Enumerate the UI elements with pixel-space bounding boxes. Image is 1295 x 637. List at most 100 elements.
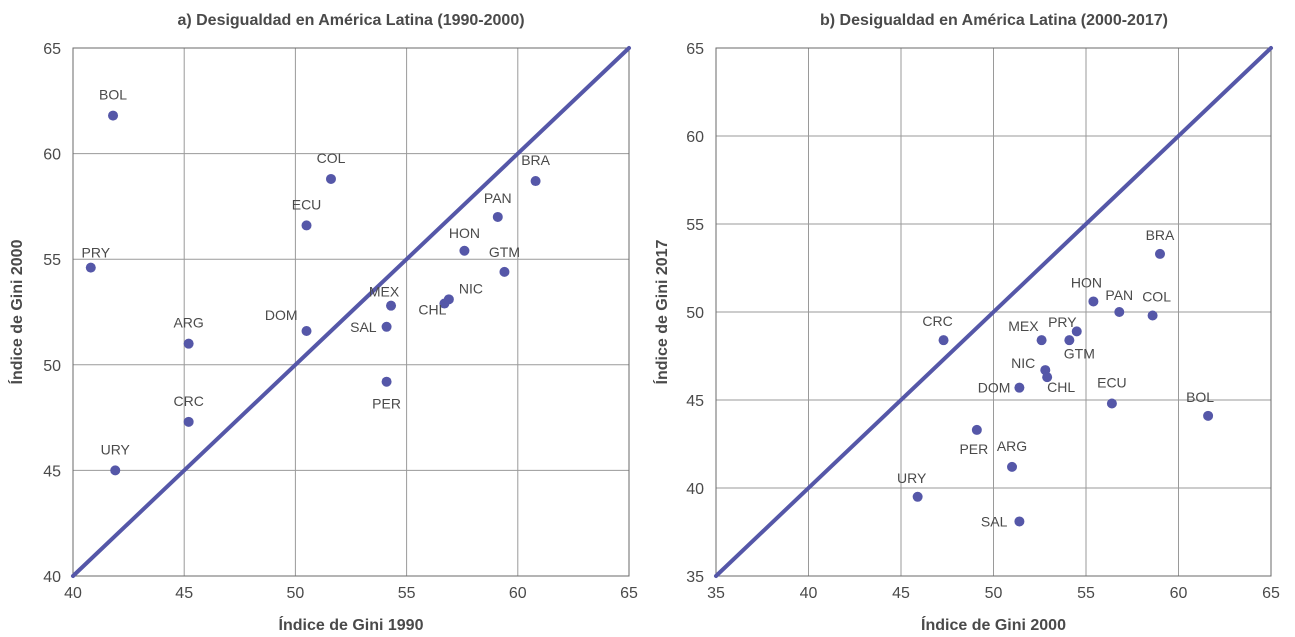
point-label-bra: BRA (1146, 227, 1175, 243)
chart-panel-a: a) Desigualdad en América Latina (1990-2… (7, 12, 638, 634)
y-tick-label: 60 (686, 129, 704, 146)
point-label-sal: SAL (981, 513, 1008, 529)
chart-title: b) Desigualdad en América Latina (2000-2… (820, 12, 1168, 29)
data-point-gtm (1071, 326, 1082, 337)
point-label-mex: MEX (1008, 318, 1039, 334)
point-label-nic: NIC (459, 280, 483, 296)
data-point-gtm (499, 266, 510, 277)
diagonal-line (71, 46, 631, 578)
point-label-ury: URY (897, 470, 927, 486)
point-label-gtm: GTM (489, 244, 520, 260)
x-tick-label: 40 (64, 585, 82, 602)
y-tick-label: 50 (43, 358, 61, 375)
y-tick-label: 45 (43, 463, 61, 480)
data-point-pry (85, 262, 96, 273)
x-tick-label: 40 (800, 585, 818, 602)
plot-frame (715, 47, 1272, 577)
x-tick-label: 55 (1077, 585, 1095, 602)
data-point-sal (1014, 516, 1025, 527)
x-tick-label: 50 (985, 585, 1003, 602)
point-label-sal: SAL (350, 319, 377, 335)
y-tick-label: 60 (43, 147, 61, 164)
x-tick-label: 50 (287, 585, 305, 602)
data-point-dom (1014, 382, 1025, 393)
data-point-crc (938, 335, 949, 346)
chart-panel-b: b) Desigualdad en América Latina (2000-2… (652, 12, 1280, 634)
x-tick-label: 60 (509, 585, 527, 602)
point-label-nic: NIC (1011, 355, 1035, 371)
y-axis-label: Índice de Gini 2000 (7, 239, 26, 384)
y-tick-label: 45 (686, 393, 704, 410)
x-axis-label: Índice de Gini 1990 (279, 615, 424, 634)
point-label-col: COL (317, 150, 346, 166)
plot-frame (72, 47, 630, 577)
point-label-hon: HON (449, 225, 480, 241)
data-point-mex (386, 300, 397, 311)
x-tick-label: 60 (1170, 585, 1188, 602)
x-tick-label: 45 (175, 585, 193, 602)
x-axis-label: Índice de Gini 2000 (921, 615, 1066, 634)
y-axis-label: Índice de Gini 2017 (652, 239, 671, 384)
data-point-chl (1042, 372, 1053, 383)
y-tick-label: 40 (43, 569, 61, 586)
point-label-bol: BOL (1186, 389, 1214, 405)
point-label-bra: BRA (521, 152, 550, 168)
point-label-mex: MEX (369, 284, 400, 300)
data-point-sal (381, 321, 392, 332)
data-point-pan (1114, 307, 1125, 317)
point-label-ecu: ECU (292, 196, 322, 212)
y-tick-label: 55 (686, 217, 704, 234)
data-point-col (325, 173, 336, 184)
data-point-dom (301, 326, 312, 337)
data-point-bol (108, 110, 119, 121)
data-point-bra (1155, 248, 1165, 259)
data-point-pry (1064, 335, 1075, 346)
point-label-pan: PAN (484, 190, 512, 206)
point-label-pry: PRY (1048, 314, 1077, 330)
point-label-ury: URY (101, 441, 131, 457)
data-point-pan (492, 211, 503, 222)
y-tick-label: 50 (686, 305, 704, 322)
data-point-ury (110, 465, 121, 476)
point-label-per: PER (372, 396, 401, 412)
data-point-per (971, 424, 982, 435)
data-point-chl (439, 298, 450, 309)
data-point-bra (530, 176, 541, 187)
point-label-pry: PRY (82, 245, 111, 261)
data-point-crc (183, 416, 194, 427)
point-label-chl: CHL (1047, 379, 1075, 395)
chart-title: a) Desigualdad en América Latina (1990-2… (177, 12, 524, 29)
point-label-arg: ARG (997, 438, 1027, 454)
y-tick-label: 40 (686, 481, 704, 498)
point-label-crc: CRC (173, 393, 203, 409)
data-point-hon (459, 245, 470, 256)
point-label-crc: CRC (922, 313, 952, 329)
data-point-ecu (301, 220, 312, 231)
y-tick-label: 35 (686, 569, 704, 586)
y-tick-label: 65 (43, 41, 61, 58)
x-tick-label: 55 (398, 585, 416, 602)
point-label-gtm: GTM (1064, 345, 1095, 361)
y-tick-label: 55 (43, 252, 61, 269)
point-label-col: COL (1142, 289, 1171, 305)
x-tick-label: 65 (620, 585, 638, 602)
data-point-mex (1036, 335, 1047, 346)
point-label-per: PER (959, 441, 988, 457)
point-label-dom: DOM (978, 380, 1011, 396)
data-point-per (381, 376, 392, 387)
data-point-arg (183, 338, 194, 349)
data-point-hon (1088, 296, 1099, 307)
data-point-bol (1203, 410, 1214, 421)
data-point-ecu (1106, 398, 1117, 409)
x-tick-label: 65 (1262, 585, 1280, 602)
x-tick-label: 45 (892, 585, 910, 602)
point-label-pan: PAN (1105, 287, 1133, 303)
point-label-bol: BOL (99, 87, 127, 103)
x-tick-label: 35 (707, 585, 725, 602)
point-label-ecu: ECU (1097, 375, 1127, 391)
data-point-arg (1007, 461, 1017, 472)
y-tick-label: 65 (686, 41, 704, 58)
point-label-dom: DOM (265, 307, 298, 323)
diagonal-line (714, 46, 1273, 578)
